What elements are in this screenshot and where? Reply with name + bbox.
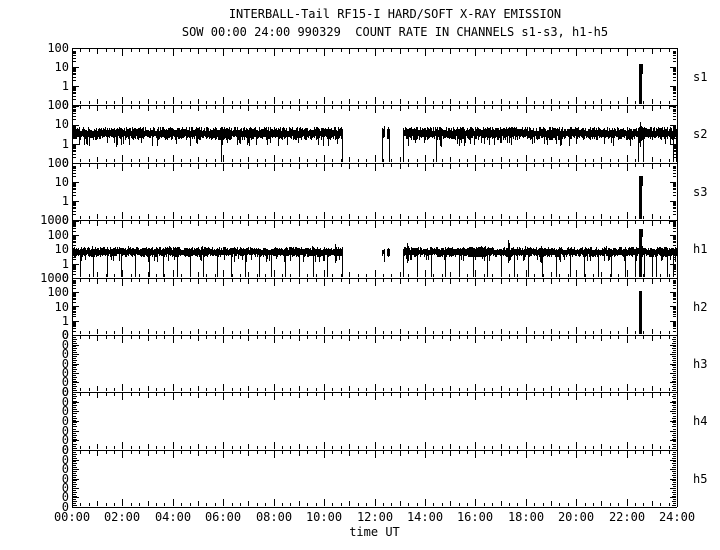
y-tick-label: 100: [47, 285, 69, 299]
y-tick-label: 0: [61, 433, 69, 447]
y-tick-label: 0: [61, 357, 69, 371]
y-tick-label: 100: [47, 98, 69, 112]
y-tick-label: 0: [61, 156, 69, 170]
y-tick-label: 1: [61, 137, 69, 151]
y-tick-label: 0: [61, 395, 69, 409]
y-tick-label: 0: [61, 385, 69, 399]
y-tick-label: 0: [61, 328, 69, 342]
panel-label-h5: h5: [693, 472, 708, 486]
y-tick-label: 10: [54, 300, 69, 314]
x-tick-label: 08:00: [255, 510, 293, 524]
y-tick-label: 0: [61, 500, 69, 514]
y-tick-label: 0: [61, 404, 69, 418]
x-tick-label: 16:00: [456, 510, 494, 524]
y-tick-label: 1000: [40, 213, 69, 227]
y-tick-label: 1: [61, 79, 69, 93]
y-tick-label: 0: [61, 490, 69, 504]
y-tick-label: 100: [47, 156, 69, 170]
panel-label-h4: h4: [693, 414, 708, 428]
y-tick-label: 0: [61, 366, 69, 380]
x-tick-label: 18:00: [507, 510, 545, 524]
x-tick-label: 12:00: [356, 510, 394, 524]
y-tick-label: 0: [61, 328, 69, 342]
x-tick-label: 20:00: [557, 510, 595, 524]
x-tick-label: 06:00: [204, 510, 242, 524]
y-tick-label: 0: [61, 472, 69, 486]
panel-label-h1: h1: [693, 242, 708, 256]
y-tick-label: 0: [61, 414, 69, 428]
x-tick-label: 22:00: [608, 510, 646, 524]
x-tick-label: 02:00: [103, 510, 141, 524]
x-tick-label: 14:00: [406, 510, 444, 524]
x-tick-label: 10:00: [305, 510, 343, 524]
y-tick-label: 0: [61, 443, 69, 457]
panel-label-h3: h3: [693, 357, 708, 371]
y-tick-label: 10: [54, 175, 69, 189]
x-tick-label: 00:00: [53, 510, 91, 524]
y-tick-label: 0: [61, 462, 69, 476]
panel-label-h2: h2: [693, 300, 708, 314]
panel-label-s3: s3: [693, 185, 708, 199]
y-tick-label: 0: [61, 375, 69, 389]
y-tick-label: 0: [61, 338, 69, 352]
y-tick-label: 1: [61, 257, 69, 271]
y-tick-label: 0: [61, 271, 69, 285]
y-tick-label: 10: [54, 117, 69, 131]
y-tick-label: 0: [61, 443, 69, 457]
y-tick-label: 100: [47, 41, 69, 55]
y-tick-label: 0: [61, 98, 69, 112]
y-tick-label: 1: [61, 314, 69, 328]
y-tick-label: 1000: [40, 271, 69, 285]
y-tick-label: 100: [47, 228, 69, 242]
panel-label-s1: s1: [693, 70, 708, 84]
y-tick-label: 0: [61, 453, 69, 467]
y-tick-label: 0: [61, 385, 69, 399]
y-tick-label: 0: [61, 347, 69, 361]
y-tick-label: 1: [61, 194, 69, 208]
y-tick-label: 10: [54, 60, 69, 74]
x-tick-label: 04:00: [154, 510, 192, 524]
panel-label-s2: s2: [693, 127, 708, 141]
x-tick-label: 24:00: [658, 510, 696, 524]
y-tick-label: 10: [54, 242, 69, 256]
x-axis-title: time UT: [349, 525, 400, 539]
y-tick-label: 0: [61, 213, 69, 227]
y-tick-label: 0: [61, 481, 69, 495]
y-tick-label: 0: [61, 424, 69, 438]
